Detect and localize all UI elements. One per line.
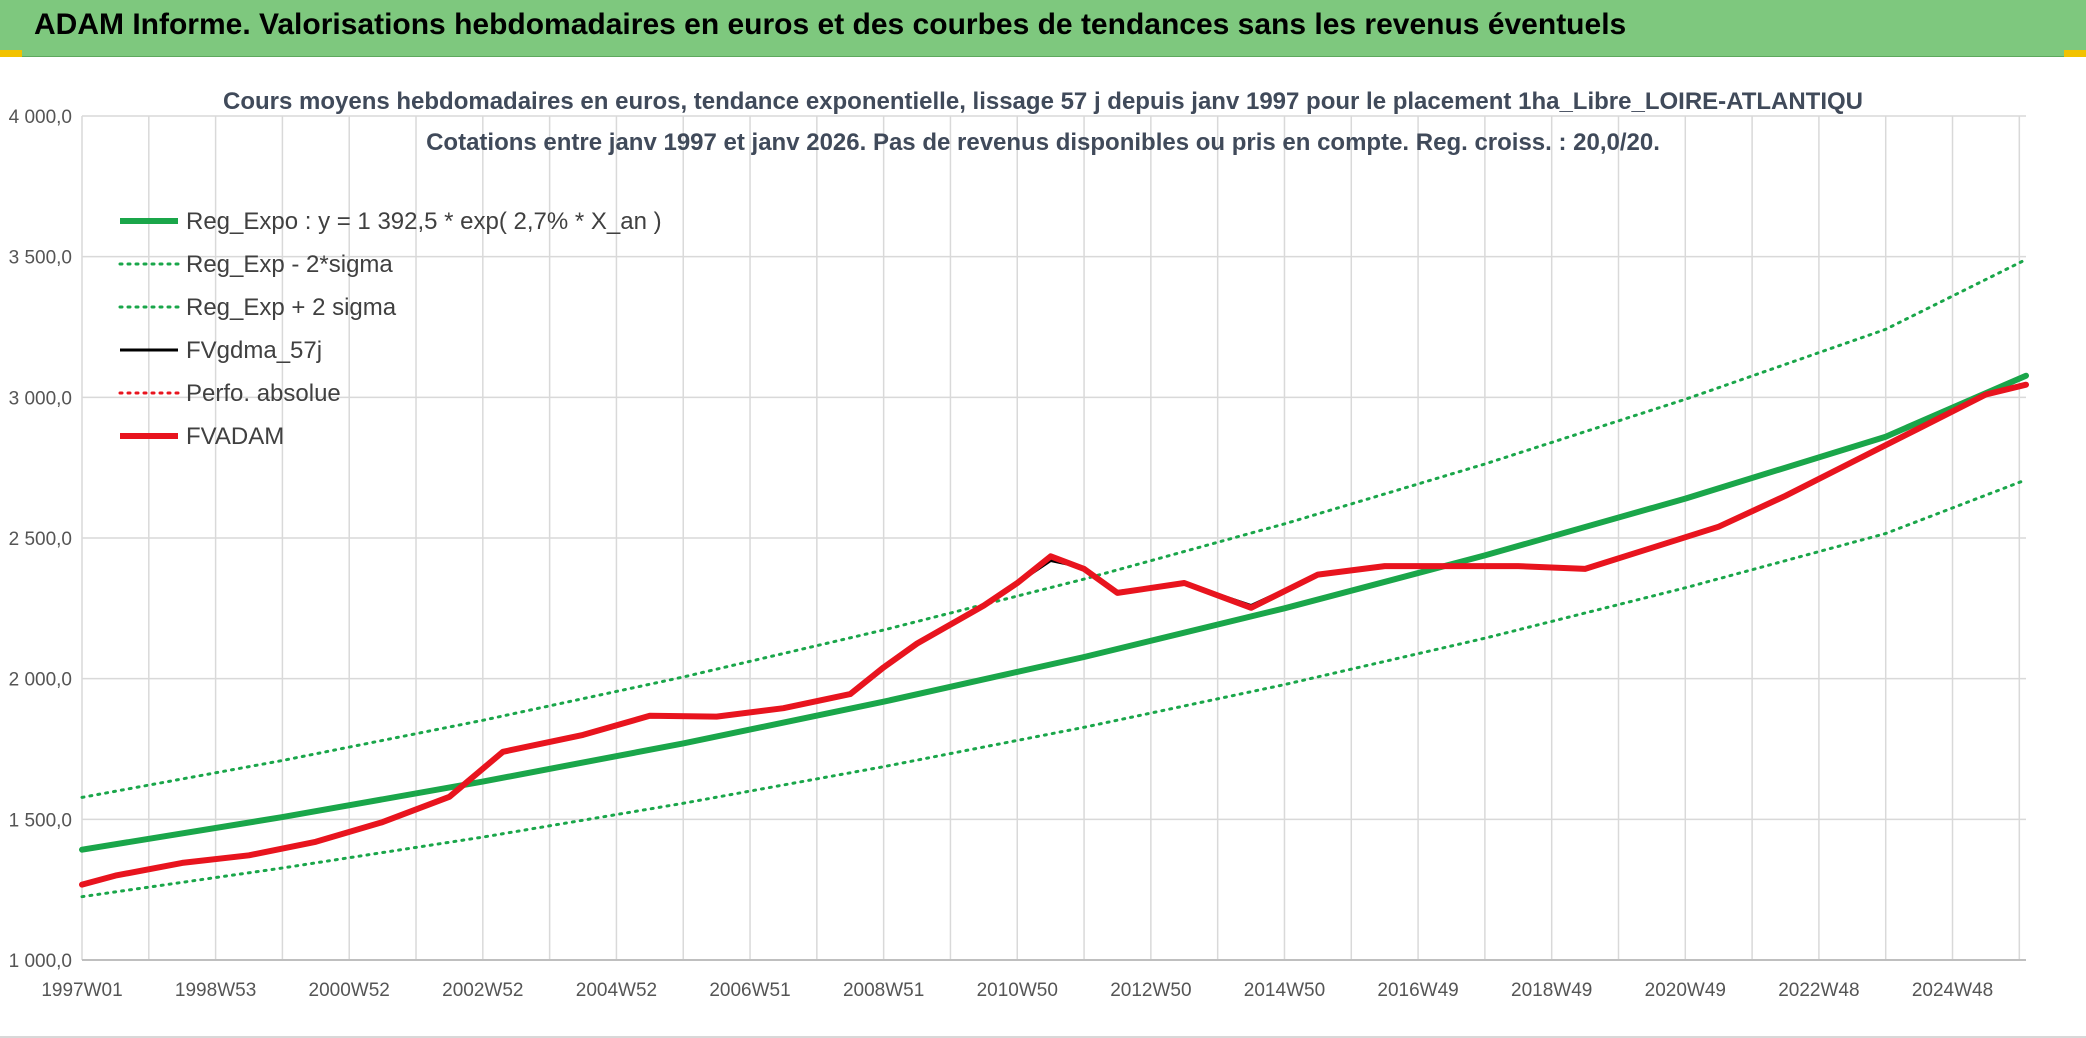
x-axis: 1997W01 1998W53 2000W52 2002W52 2004W52 2006W… <box>41 980 1993 1001</box>
chart-series <box>79 258 2029 899</box>
y-tick-label: 4 000,0 <box>9 107 72 128</box>
legend-label-1: Reg_Exp - 2*sigma <box>186 251 393 278</box>
y-axis: 1 000,0 1 500,0 2 000,0 2 500,0 3 000,0 3 500… <box>9 107 72 972</box>
page-title: ADAM Informe. Valorisations hebdomadaire… <box>34 8 1627 41</box>
legend-label-5: FVADAM <box>186 423 284 450</box>
legend-label-4: Perfo. absolue <box>186 380 341 407</box>
y-tick-label: 1 000,0 <box>9 951 72 972</box>
legend-label-3: FVgdma_57j <box>186 337 322 364</box>
x-tick-label: 1998W53 <box>175 980 256 1001</box>
series-line-0 <box>79 372 2029 853</box>
corner-accent-right <box>2064 50 2086 57</box>
y-tick-label: 2 500,0 <box>9 529 72 550</box>
y-tick-label: 3 500,0 <box>9 248 72 269</box>
chart: Cours moyens hebdomadaires en euros, ten… <box>9 88 2029 1001</box>
x-tick-label: 2004W52 <box>576 980 657 1001</box>
x-tick-label: 1997W01 <box>41 980 122 1001</box>
legend-label-0: Reg_Expo : y = 1 392,5 * exp( 2,7% * X_a… <box>186 208 662 235</box>
chart-title-line1: Cours moyens hebdomadaires en euros, ten… <box>223 88 1863 115</box>
y-tick-label: 1 500,0 <box>9 810 72 831</box>
x-tick-label: 2020W49 <box>1645 980 1726 1001</box>
x-tick-label: 2010W50 <box>977 980 1058 1001</box>
bottom-border <box>0 1036 2086 1038</box>
x-tick-label: 2016W49 <box>1377 980 1458 1001</box>
x-tick-label: 2000W52 <box>309 980 390 1001</box>
chart-title-line2: Cotations entre janv 1997 et janv 2026. … <box>426 129 1660 156</box>
series-line-5 <box>79 381 2029 888</box>
x-tick-label: 2006W51 <box>709 980 790 1001</box>
series-line-2 <box>80 258 2028 799</box>
x-tick-label: 2002W52 <box>442 980 523 1001</box>
corner-accent-left <box>0 50 22 57</box>
x-tick-label: 2014W50 <box>1244 980 1325 1001</box>
chart-legend: Reg_Expo : y = 1 392,5 * exp( 2,7% * X_a… <box>118 208 662 450</box>
x-tick-label: 2022W48 <box>1778 980 1859 1001</box>
series-line-1 <box>80 478 2028 899</box>
y-tick-label: 3 000,0 <box>9 388 72 409</box>
x-tick-label: 2018W49 <box>1511 980 1592 1001</box>
chart-gridlines <box>81 115 2026 961</box>
y-tick-label: 2 000,0 <box>9 670 72 691</box>
x-tick-label: 2012W50 <box>1110 980 1191 1001</box>
x-tick-label: 2008W51 <box>843 980 924 1001</box>
header-banner: ADAM Informe. Valorisations hebdomadaire… <box>0 0 2086 57</box>
series-line-3 <box>80 383 2028 887</box>
x-tick-label: 2024W48 <box>1912 980 1993 1001</box>
legend-label-2: Reg_Exp + 2 sigma <box>186 294 397 321</box>
